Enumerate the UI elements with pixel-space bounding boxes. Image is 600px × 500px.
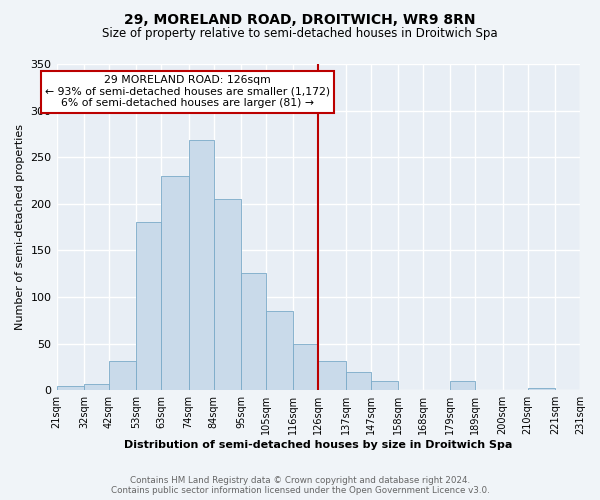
Bar bbox=[293, 344, 318, 390]
Bar bbox=[318, 362, 346, 390]
Bar bbox=[346, 372, 371, 390]
Bar bbox=[109, 362, 136, 390]
Bar bbox=[266, 311, 293, 390]
X-axis label: Distribution of semi-detached houses by size in Droitwich Spa: Distribution of semi-detached houses by … bbox=[124, 440, 512, 450]
Bar bbox=[188, 140, 214, 390]
Bar bbox=[136, 222, 161, 390]
Bar bbox=[241, 273, 266, 390]
Bar bbox=[527, 388, 555, 390]
Y-axis label: Number of semi-detached properties: Number of semi-detached properties bbox=[15, 124, 25, 330]
Text: 29 MORELAND ROAD: 126sqm
← 93% of semi-detached houses are smaller (1,172)
6% of: 29 MORELAND ROAD: 126sqm ← 93% of semi-d… bbox=[45, 75, 330, 108]
Text: 29, MORELAND ROAD, DROITWICH, WR9 8RN: 29, MORELAND ROAD, DROITWICH, WR9 8RN bbox=[124, 12, 476, 26]
Text: Contains HM Land Registry data © Crown copyright and database right 2024.
Contai: Contains HM Land Registry data © Crown c… bbox=[110, 476, 490, 495]
Bar bbox=[161, 176, 188, 390]
Bar bbox=[84, 384, 109, 390]
Bar bbox=[371, 381, 398, 390]
Bar bbox=[451, 381, 475, 390]
Bar bbox=[56, 386, 84, 390]
Bar bbox=[214, 199, 241, 390]
Text: Size of property relative to semi-detached houses in Droitwich Spa: Size of property relative to semi-detach… bbox=[102, 28, 498, 40]
